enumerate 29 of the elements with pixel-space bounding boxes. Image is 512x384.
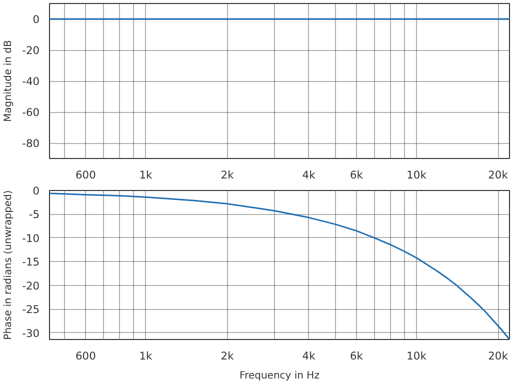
x-tick-label: 2k <box>220 168 235 182</box>
x-tick-label: 4k <box>302 168 316 182</box>
y-tick-label: -30 <box>22 326 40 340</box>
x-tick-label: 20k <box>488 168 509 182</box>
x-tick-label: 600 <box>76 168 96 182</box>
y-tick-label: -60 <box>22 106 40 119</box>
x-tick-label: 10k <box>406 168 428 182</box>
x-tick-label: 10k <box>406 350 428 362</box>
y-tick-label: -80 <box>22 137 40 150</box>
y-tick-label: -10 <box>22 232 40 245</box>
x-tick-label: 2k <box>220 350 235 362</box>
y-tick-label: -40 <box>22 75 40 88</box>
x-tick-label: 1k <box>139 350 154 362</box>
y-tick-label: -20 <box>22 279 40 292</box>
x-tick-label: 6k <box>350 168 364 182</box>
y-tick-label: -20 <box>22 44 40 57</box>
x-axis-title: Frequency in Hz <box>240 370 320 382</box>
y-axis-title: Phase in radians (unwrapped) <box>3 190 14 340</box>
x-tick-label: 4k <box>302 350 316 362</box>
x-tick-label: 20k <box>488 350 509 362</box>
y-tick-label: -15 <box>22 256 40 269</box>
x-tick-label: 1k <box>139 168 154 182</box>
x-tick-label: 6k <box>350 350 364 362</box>
y-tick-label: -25 <box>22 303 40 316</box>
x-tick-label: 600 <box>76 350 96 362</box>
y-axis-title: Magnitude in dB <box>3 40 14 122</box>
y-tick-label: -5 <box>28 208 40 222</box>
y-tick-label: 0 <box>32 13 40 26</box>
y-tick-label: 0 <box>32 184 40 198</box>
